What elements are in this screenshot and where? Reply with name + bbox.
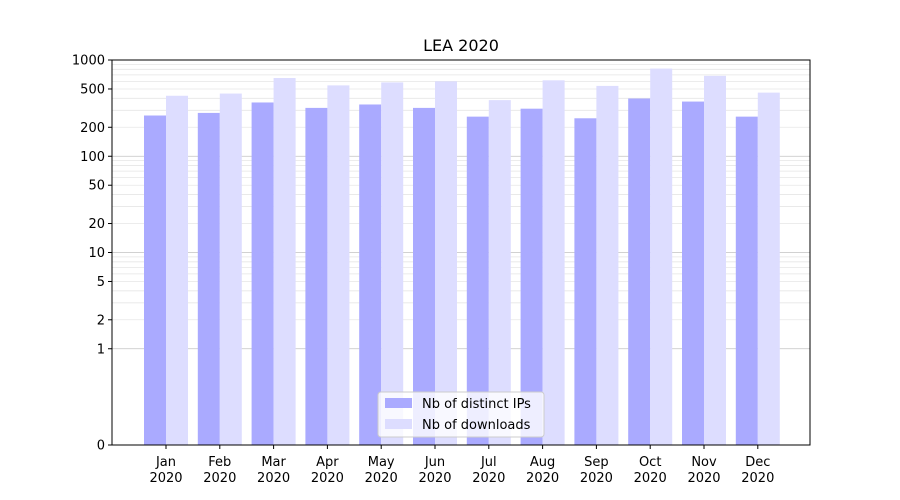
- legend-box: [377, 391, 545, 438]
- y-tick-label: 5: [97, 275, 105, 290]
- x-tick-label-month: Feb: [208, 455, 231, 470]
- legend-label-ips: Nb of distinct IPs: [422, 397, 531, 412]
- x-tick-label-year: 2020: [203, 471, 236, 486]
- x-tick-label-year: 2020: [741, 471, 774, 486]
- x-tick-label-year: 2020: [257, 471, 290, 486]
- chart-title: LEA 2020: [423, 36, 499, 55]
- legend-label-downloads: Nb of downloads: [422, 418, 531, 433]
- y-tick-label: 20: [88, 217, 105, 232]
- bar-downloads-may: [381, 82, 404, 445]
- y-tick-label: 0: [97, 439, 105, 454]
- legend-swatch-downloads: [385, 419, 412, 429]
- y-tick-label: 2: [97, 313, 105, 328]
- x-tick-label-month: Jul: [480, 455, 497, 470]
- bar-downloads-oct: [650, 68, 673, 445]
- x-tick-label-month: Oct: [639, 455, 661, 470]
- x-tick-label-year: 2020: [634, 471, 667, 486]
- x-tick-label-year: 2020: [687, 471, 720, 486]
- bar-downloads-aug: [542, 80, 565, 445]
- x-tick-label-year: 2020: [149, 471, 182, 486]
- x-tick-label-year: 2020: [472, 471, 505, 486]
- y-tick-label: 500: [80, 82, 105, 97]
- y-tick-label: 100: [80, 150, 105, 165]
- x-tick-label-month: Jan: [155, 455, 176, 470]
- bar-ips-apr: [305, 107, 328, 445]
- x-tick-label-year: 2020: [580, 471, 613, 486]
- bar-ips-dec: [735, 116, 758, 446]
- x-tick-label-month: Sep: [584, 455, 609, 470]
- legend-swatch-ips: [385, 398, 412, 408]
- bar-downloads-mar: [273, 78, 296, 446]
- x-tick-label-month: May: [368, 455, 395, 470]
- y-tick-label: 1: [97, 342, 105, 357]
- x-tick-label-month: Aug: [530, 455, 555, 470]
- bar-ips-aug: [520, 108, 543, 445]
- bar-downloads-dec: [757, 92, 780, 446]
- bar-downloads-jul: [488, 100, 511, 445]
- x-tick-label-month: Nov: [691, 455, 717, 470]
- bar-downloads-nov: [704, 75, 726, 445]
- bar-ips-mar: [251, 102, 274, 445]
- bar-ips-sep: [574, 118, 597, 445]
- y-tick-label: 50: [88, 179, 105, 194]
- bar-ips-nov: [682, 101, 704, 446]
- y-tick-label: 200: [80, 121, 105, 136]
- bars-layer: [144, 68, 780, 446]
- x-tick-label-month: Dec: [745, 455, 770, 470]
- legend: Nb of distinct IPs Nb of downloads: [377, 391, 545, 438]
- bar-downloads-sep: [596, 85, 619, 446]
- bar-downloads-apr: [327, 85, 350, 446]
- bar-ips-jun: [413, 107, 435, 445]
- x-tick-label-year: 2020: [365, 471, 398, 486]
- bar-ips-oct: [628, 98, 651, 445]
- bar-downloads-feb: [219, 93, 242, 446]
- x-tick-label-year: 2020: [526, 471, 559, 486]
- bar-ips-jul: [466, 116, 489, 446]
- bar-downloads-jun: [435, 81, 457, 446]
- x-tick-label-month: Apr: [316, 455, 339, 470]
- x-tick-label-year: 2020: [311, 471, 344, 486]
- y-tick-label: 1000: [72, 54, 105, 69]
- bar-ips-feb: [197, 112, 220, 446]
- x-tick-label-month: Mar: [261, 455, 286, 470]
- bar-downloads-jan: [166, 95, 188, 445]
- axes-layer: 01251020501002005001000Jan2020Feb2020Mar…: [72, 54, 811, 486]
- bar-ips-may: [359, 104, 382, 445]
- x-tick-label-month: Jun: [424, 455, 445, 470]
- y-tick-label: 10: [88, 246, 105, 261]
- x-tick-label-year: 2020: [418, 471, 451, 486]
- bar-ips-jan: [144, 115, 166, 446]
